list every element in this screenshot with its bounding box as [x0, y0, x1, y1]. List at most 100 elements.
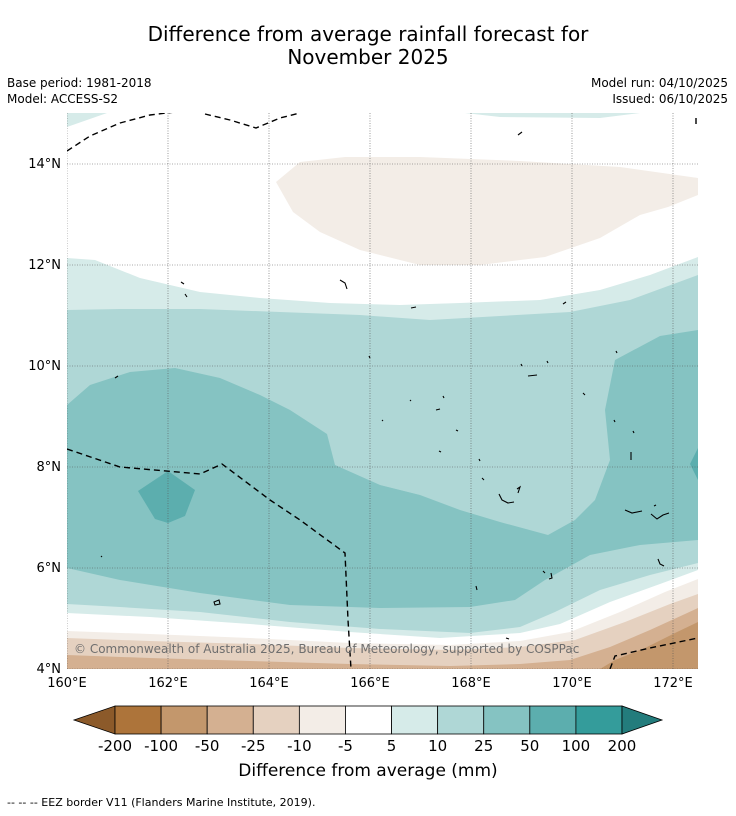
island	[114, 375, 119, 379]
island	[546, 360, 549, 364]
island	[481, 477, 485, 481]
island	[213, 599, 221, 606]
island	[582, 392, 586, 396]
island	[478, 458, 481, 462]
eez-border-north-2	[204, 113, 301, 129]
lat-label: 4°N	[37, 662, 62, 677]
colorbar-low-extend	[72, 705, 116, 735]
eez-footnote: -- -- -- EEZ border V11 (Flanders Marine…	[7, 796, 316, 809]
lon-label: 172°E	[653, 676, 693, 691]
island-outlines	[100, 131, 670, 640]
colorbar-box	[437, 705, 485, 735]
issued-text: Issued: 06/10/2025	[612, 92, 728, 106]
island	[615, 350, 618, 354]
lat-label: 14°N	[28, 157, 61, 172]
lon-label: 168°E	[451, 676, 491, 691]
colorbar-box	[345, 705, 392, 735]
island	[613, 419, 616, 423]
colorbar-box	[483, 705, 531, 735]
colorbar-tick-label: -200	[98, 737, 132, 755]
eez-border-north	[67, 113, 173, 152]
colorbar-box	[391, 705, 439, 735]
island	[475, 585, 478, 591]
contour-north-tan-blob	[276, 157, 698, 265]
lon-label: 166°E	[350, 676, 390, 691]
copyright-text: © Commonwealth of Australia 2025, Bureau…	[74, 642, 579, 656]
colorbar-box	[252, 705, 300, 735]
colorbar-tick-label: -25	[241, 737, 266, 755]
base-period-text: Base period: 1981-2018	[7, 76, 152, 90]
colorbar-tick-label: 200	[608, 737, 637, 755]
colorbar-box	[298, 705, 346, 735]
map-title-line1: Difference from average rainfall forecas…	[147, 22, 589, 46]
island	[455, 429, 459, 432]
colorbar-tick-label: -5	[338, 737, 353, 755]
colorbar-boxes	[114, 705, 623, 735]
island	[435, 408, 441, 411]
island	[410, 306, 417, 309]
colorbar-tick-labels: -200 -100 -50 -25 -10 -5 5 10 25 50 100 200	[98, 737, 636, 755]
eez-borders	[67, 113, 698, 669]
island	[184, 293, 188, 298]
colorbar-box	[206, 705, 254, 735]
meta-left: Base period: 1981-2018 Model: ACCESS-S2	[7, 75, 152, 107]
colorbar-box	[529, 705, 577, 735]
contour-dark-patch-east	[690, 448, 698, 480]
lat-label: 12°N	[28, 258, 61, 273]
colorbar-tick-label: -10	[287, 737, 312, 755]
colorbar-tick-label: 50	[520, 737, 539, 755]
axis-labels: 160°E 162°E 164°E 166°E 168°E 170°E 172°…	[28, 157, 693, 691]
colorbar: -200 -100 -50 -25 -10 -5 5 10 25 50 100 200	[72, 705, 664, 755]
lon-label: 164°E	[249, 676, 289, 691]
contour-south-tan-10mm	[67, 594, 698, 669]
island	[520, 363, 523, 367]
colorbar-tick-label: -50	[195, 737, 220, 755]
model-text: Model: ACCESS-S2	[7, 92, 119, 106]
colorbar-tick-label: 100	[562, 737, 591, 755]
island	[527, 374, 538, 377]
lon-label: 170°E	[552, 676, 592, 691]
map-title-line2: November 2025	[287, 45, 449, 69]
eez-border-west	[67, 448, 352, 669]
island	[438, 450, 442, 453]
lat-label: 10°N	[28, 359, 61, 374]
contour-top-strip	[465, 113, 640, 118]
island	[409, 399, 412, 402]
lon-label: 160°E	[47, 676, 87, 691]
island	[517, 131, 523, 136]
colorbar-box	[160, 705, 208, 735]
contour-south-tan-50mm	[600, 622, 698, 669]
lat-label: 8°N	[37, 460, 62, 475]
contour-top-left-wedge	[67, 113, 107, 127]
island	[505, 637, 510, 640]
colorbar-tick-label: 25	[474, 737, 493, 755]
island	[498, 493, 515, 504]
island	[650, 512, 670, 520]
island	[339, 279, 348, 290]
colorbar-tick-label: 5	[387, 737, 397, 755]
map-plot-area: © Commonwealth of Australia 2025, Bureau…	[67, 113, 698, 669]
colorbar-box	[575, 705, 623, 735]
colorbar-tick-label: 10	[428, 737, 447, 755]
island	[442, 395, 445, 399]
lat-label: 6°N	[37, 561, 62, 576]
island	[100, 555, 103, 558]
model-run-text: Model run: 04/10/2025	[590, 76, 728, 90]
island	[657, 558, 665, 567]
island	[542, 570, 546, 574]
colorbar-title: Difference from average (mm)	[238, 761, 498, 781]
island	[632, 430, 635, 434]
island	[653, 504, 657, 507]
colorbar-high-extend	[621, 705, 664, 735]
colorbar-box	[114, 705, 162, 735]
island	[548, 572, 553, 580]
colorbar-tick-label: -100	[144, 737, 178, 755]
graticule	[67, 113, 698, 669]
lon-label: 162°E	[148, 676, 188, 691]
meta-right: Model run: 04/10/2025 Issued: 06/10/2025	[591, 75, 728, 107]
contour-dark-patch-162e	[138, 471, 195, 523]
island	[368, 355, 371, 359]
island	[516, 485, 522, 494]
island	[381, 419, 384, 422]
